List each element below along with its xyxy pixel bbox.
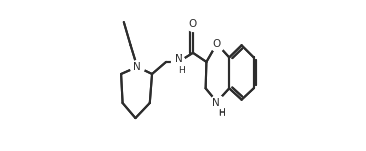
Text: H: H <box>178 63 185 72</box>
Text: O: O <box>213 39 221 49</box>
Text: N: N <box>175 54 182 64</box>
Text: N: N <box>133 62 141 72</box>
Text: N: N <box>175 54 182 64</box>
Text: N: N <box>212 100 220 110</box>
Text: N: N <box>212 98 220 108</box>
Text: O: O <box>189 19 197 29</box>
Text: O: O <box>189 19 197 29</box>
Text: N: N <box>133 62 141 72</box>
Text: H: H <box>218 109 225 118</box>
Text: H: H <box>218 108 225 117</box>
Text: O: O <box>213 39 221 49</box>
Text: H: H <box>178 66 185 75</box>
